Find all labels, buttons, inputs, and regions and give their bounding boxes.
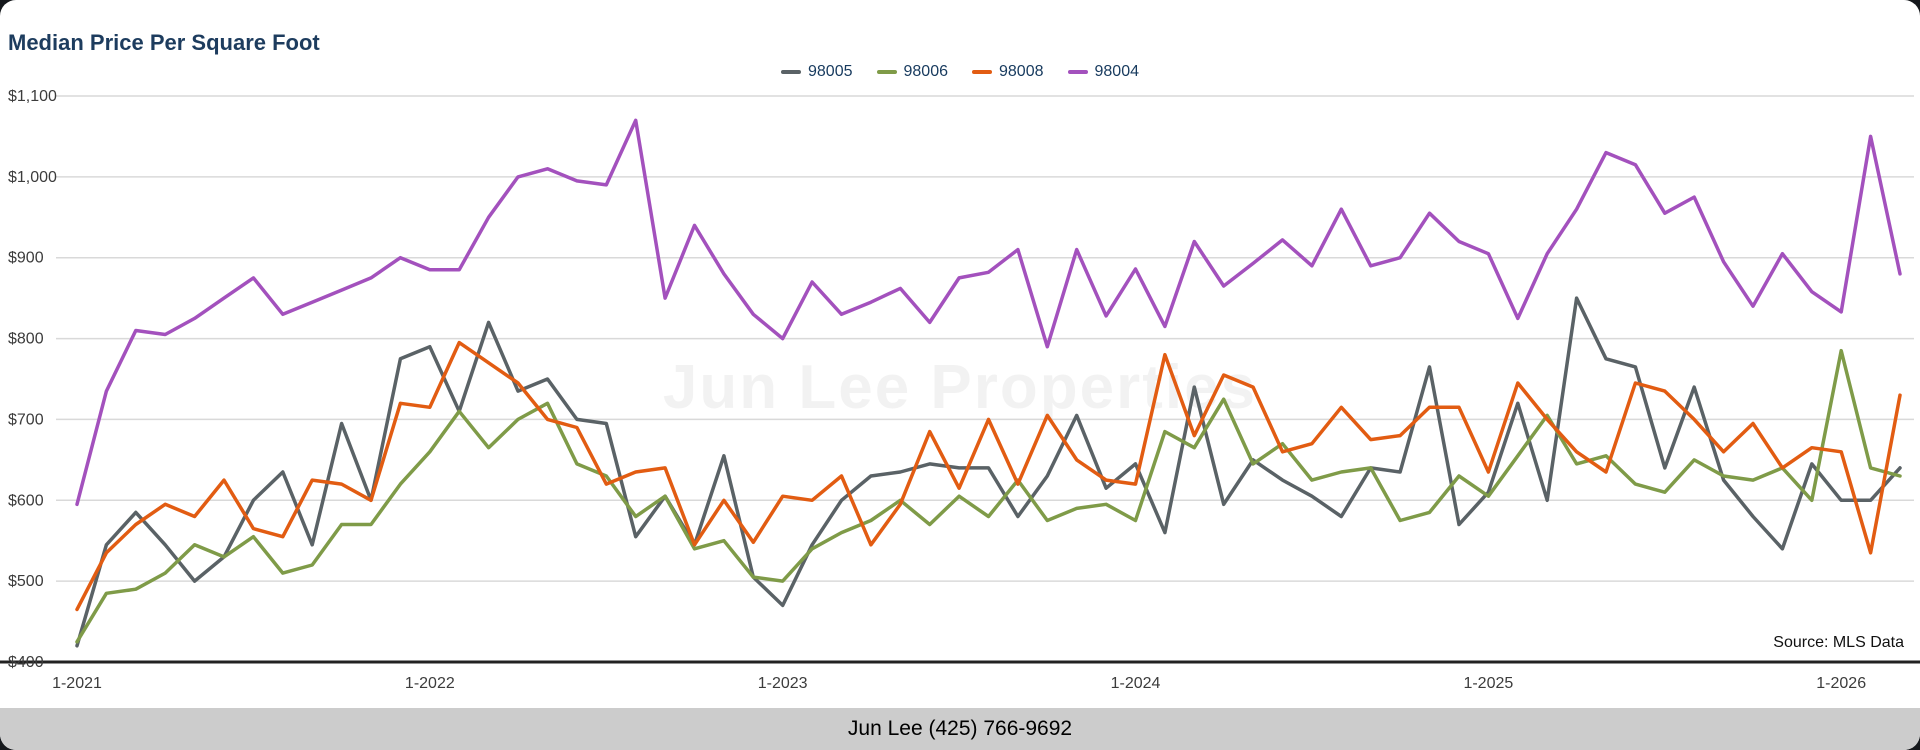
legend-swatch-98006 (876, 70, 897, 74)
legend-item-98008[interactable]: 98008 (972, 63, 1044, 81)
legend-swatch-98005 (781, 70, 801, 74)
y-tick-label: $700 (8, 411, 44, 428)
x-tick-label: 1-2023 (758, 675, 808, 692)
series-line-98006 (75, 348, 1902, 644)
series-line-98008 (75, 340, 1902, 612)
legend-item-98005[interactable]: 98005 (781, 63, 853, 81)
y-tick-label: $1,000 (8, 169, 57, 186)
legend-swatch-98004 (1067, 70, 1088, 74)
x-tick-label: 1-2022 (405, 675, 455, 692)
source-note: Source: MLS Data (1773, 634, 1904, 651)
x-tick-label: 1-2025 (1463, 675, 1513, 692)
y-tick-label: $500 (8, 573, 44, 590)
line-chart: $400 $500 $600 $700 $800 $900 $1,000 $1,100 1-20… (0, 88, 1920, 692)
legend: 98005 98006 98008 98004 (0, 63, 1920, 81)
legend-label-98004: 98004 (1094, 63, 1140, 80)
y-tick-label: $600 (8, 492, 44, 509)
footer-contact-bar: Jun Lee (425) 766-9692 (0, 708, 1920, 750)
legend-label-98008: 98008 (999, 63, 1044, 80)
y-tick-label: $800 (8, 331, 44, 348)
legend-label-98006: 98006 (903, 63, 949, 80)
series-line-98004 (75, 118, 1902, 507)
x-tick-label: 1-2021 (52, 675, 102, 692)
y-tick-label: $1,100 (8, 88, 57, 105)
chart-title: Median Price Per Square Foot (8, 30, 320, 55)
x-tick-label: 1-2026 (1816, 675, 1866, 692)
series-line-98005 (75, 296, 1902, 648)
legend-item-98004[interactable]: 98004 (1067, 63, 1140, 81)
x-tick-label: 1-2024 (1111, 675, 1161, 692)
legend-label-98005: 98005 (808, 63, 853, 80)
legend-item-98006[interactable]: 98006 (876, 63, 949, 81)
y-tick-label: $400 (8, 654, 44, 671)
y-tick-label: $900 (8, 250, 44, 267)
legend-swatch-98008 (972, 70, 992, 74)
